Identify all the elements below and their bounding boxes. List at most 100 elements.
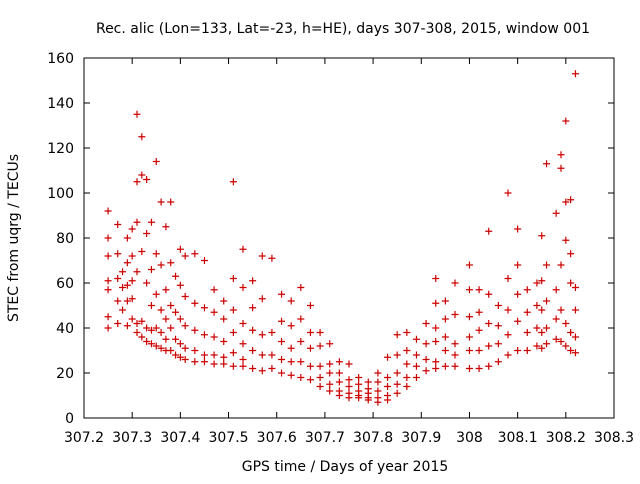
data-point-marker [147,266,155,273]
data-point-marker [557,151,565,159]
data-point-marker [200,257,208,264]
data-point-marker [514,317,522,325]
data-point-marker [176,281,184,289]
data-point-marker [258,252,266,260]
data-point-marker [258,331,266,339]
data-point-marker [538,344,546,352]
data-point-marker [123,322,131,330]
data-point-marker [538,306,546,314]
data-point-marker [552,315,560,323]
data-point-marker [229,178,237,186]
data-point-marker [114,275,122,282]
data-point-marker [571,333,579,341]
data-point-marker [326,369,334,377]
data-point-marker [128,225,136,233]
data-point-marker [229,275,237,282]
data-point-marker [143,338,151,345]
data-point-marker [432,324,440,332]
data-point-marker [475,326,483,334]
data-point-marker [138,317,146,325]
data-point-marker [557,338,565,345]
data-point-marker [523,308,531,316]
data-point-marker [133,218,141,226]
y-tick-label: 160 [47,51,74,67]
data-point-marker [162,286,170,294]
data-point-marker [152,290,160,298]
data-point-marker [374,387,382,395]
data-point-marker [384,374,392,381]
y-axis-label: STEC from uqrg / TECUs [6,154,22,322]
data-point-marker [523,347,531,354]
data-point-marker [157,344,165,352]
data-point-marker [374,369,382,377]
data-point-marker [239,320,247,327]
data-point-marker [114,297,122,305]
data-point-marker [104,313,112,321]
y-tick-label: 80 [56,231,74,247]
data-point-marker [297,315,305,323]
data-point-marker [345,376,353,384]
data-point-marker [441,333,449,341]
data-point-marker [249,326,257,334]
data-point-marker [504,331,512,339]
data-point-marker [514,347,522,354]
data-point-marker [249,365,257,372]
data-point-marker [485,320,493,327]
data-point-marker [422,340,430,348]
data-point-marker [138,248,146,255]
data-point-marker [167,259,175,267]
y-tick-label: 40 [56,321,74,337]
data-points [104,70,579,406]
data-point-marker [278,317,286,325]
data-point-marker [162,223,170,231]
data-point-marker [152,158,160,165]
data-point-marker [412,351,420,359]
data-point-marker [485,362,493,370]
data-point-marker [316,329,324,336]
x-axis-label: GPS time / Days of year 2015 [242,459,449,475]
data-point-marker [138,333,146,341]
data-point-marker [138,133,146,141]
data-point-marker [258,367,266,375]
data-point-marker [229,362,237,370]
data-point-marker [494,302,502,309]
data-point-marker [210,360,218,368]
data-point-marker [210,308,218,316]
data-point-marker [494,358,502,366]
data-point-marker [162,335,170,343]
data-point-marker [567,250,575,258]
x-tick-label: 308 [456,430,483,446]
data-point-marker [167,302,175,309]
data-point-marker [176,315,184,323]
data-point-marker [191,358,199,366]
data-point-marker [562,198,570,206]
data-point-marker [432,365,440,372]
data-point-marker [571,349,579,357]
data-point-marker [239,356,247,363]
data-point-marker [557,164,565,172]
data-point-marker [147,302,155,309]
data-point-marker [239,245,247,253]
data-point-marker [152,250,160,258]
data-point-marker [104,252,112,260]
data-point-marker [364,378,372,386]
x-tick-label: 307.3 [112,430,152,446]
data-point-marker [432,358,440,366]
data-point-marker [167,324,175,332]
data-point-marker [172,308,180,316]
data-point-marker [119,306,127,314]
data-point-marker [567,196,575,204]
x-tick-label: 307.8 [353,430,393,446]
data-point-marker [249,277,257,285]
data-point-marker [557,306,565,314]
data-point-marker [162,315,170,323]
data-point-marker [220,338,228,345]
data-point-marker [306,329,314,336]
data-point-marker [523,286,531,294]
data-point-marker [316,374,324,381]
data-point-marker [114,320,122,327]
data-point-marker [335,392,343,399]
data-point-marker [562,236,570,244]
data-point-marker [220,297,228,305]
data-point-marker [571,70,579,78]
